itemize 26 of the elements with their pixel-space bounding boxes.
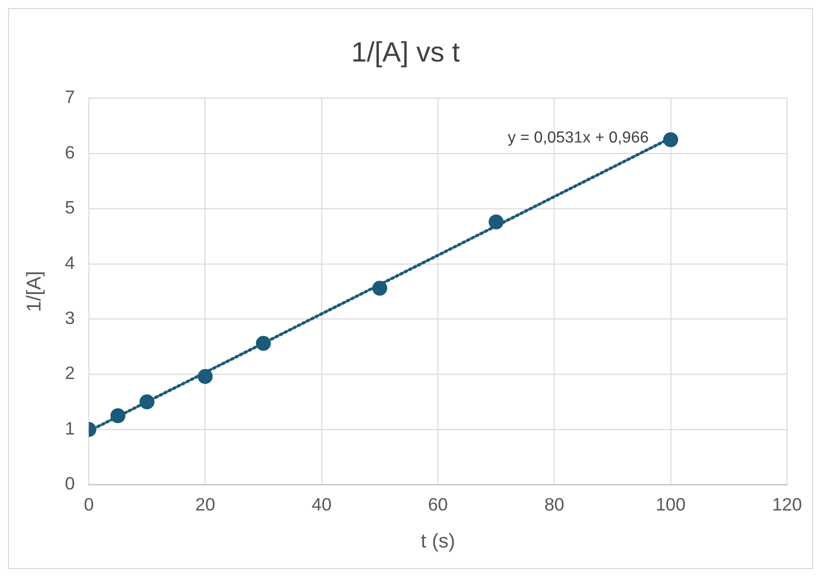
y-tick-label: 2 xyxy=(64,363,75,384)
chart-title: 1/[A] vs t xyxy=(351,36,460,68)
point xyxy=(110,408,126,424)
y-tick-label: 6 xyxy=(64,142,75,162)
x-tick-label: 0 xyxy=(84,494,94,514)
x-tick-label: 40 xyxy=(312,494,332,514)
annotation: y = 0,0531x + 0,966 xyxy=(508,129,649,146)
y-tick-label: 5 xyxy=(64,198,75,218)
y-tick-label: 0 xyxy=(64,474,75,494)
point xyxy=(488,214,504,230)
point xyxy=(198,369,213,384)
x-tick-label: 100 xyxy=(656,494,686,514)
x-tick-label: 60 xyxy=(428,494,448,514)
point xyxy=(256,336,271,351)
point xyxy=(140,394,154,410)
y-tick-label: 3 xyxy=(64,308,75,328)
x-axis-title: t (s) xyxy=(420,530,456,553)
x-tick-label: 80 xyxy=(544,494,564,514)
y-tick-label: 7 xyxy=(64,87,75,108)
y-tick-label: 1 xyxy=(64,418,75,438)
point xyxy=(663,132,678,148)
y-axis-title: 1/[A] xyxy=(23,271,46,312)
x-tick-label: 20 xyxy=(195,494,216,514)
y-tick-label: 4 xyxy=(64,252,75,273)
point xyxy=(372,280,388,296)
x-tick-label: 120 xyxy=(772,494,802,514)
